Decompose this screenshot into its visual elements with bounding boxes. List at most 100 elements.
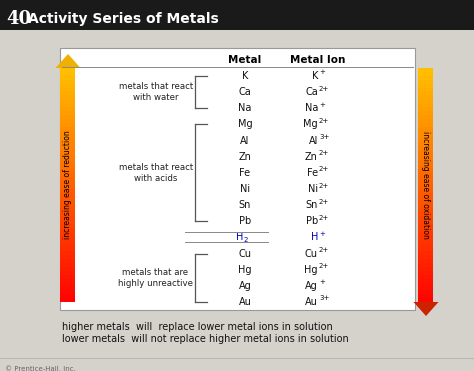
Bar — [61, 181, 75, 185]
Bar — [419, 115, 434, 119]
Text: Cu: Cu — [305, 249, 318, 259]
Bar — [61, 165, 75, 170]
Bar — [61, 122, 75, 127]
Bar — [419, 122, 434, 127]
Text: 2+: 2+ — [319, 263, 329, 269]
Text: 3+: 3+ — [319, 295, 329, 302]
Text: Sn: Sn — [306, 200, 318, 210]
Bar — [61, 220, 75, 224]
Text: Cu: Cu — [238, 249, 252, 259]
Bar — [419, 240, 434, 244]
Bar — [419, 158, 434, 162]
Bar — [419, 232, 434, 236]
Bar — [419, 170, 434, 174]
Text: lower metals  will not replace higher metal ions in solution: lower metals will not replace higher met… — [62, 334, 349, 344]
Bar — [419, 271, 434, 275]
Text: K: K — [242, 71, 248, 81]
Text: Ca: Ca — [238, 87, 251, 97]
Bar — [61, 88, 75, 92]
Bar — [419, 150, 434, 154]
Bar — [61, 298, 75, 302]
Bar — [419, 286, 434, 290]
Bar — [61, 91, 75, 96]
Text: K: K — [311, 71, 318, 81]
Bar — [419, 177, 434, 181]
Bar — [419, 267, 434, 271]
Text: Zn: Zn — [238, 152, 251, 162]
Bar — [61, 267, 75, 271]
Bar — [419, 181, 434, 185]
Bar — [61, 197, 75, 201]
Text: Au: Au — [238, 297, 251, 307]
Text: Fe: Fe — [239, 168, 251, 178]
Bar — [419, 209, 434, 213]
Text: 40: 40 — [6, 10, 31, 28]
Text: 2+: 2+ — [319, 247, 329, 253]
Bar — [61, 138, 75, 142]
Bar — [61, 127, 75, 131]
Bar — [61, 150, 75, 154]
Bar — [61, 224, 75, 228]
Text: Hg: Hg — [304, 265, 318, 275]
Bar — [61, 130, 75, 135]
Bar — [419, 83, 434, 88]
Text: Al: Al — [309, 135, 318, 145]
Bar — [419, 88, 434, 92]
Bar — [61, 240, 75, 244]
Bar — [419, 263, 434, 267]
Bar — [61, 134, 75, 138]
Text: Ag: Ag — [238, 281, 251, 291]
Text: Activity Series of Metals: Activity Series of Metals — [28, 12, 219, 26]
Bar — [419, 294, 434, 298]
Text: Ni: Ni — [308, 184, 318, 194]
Bar — [61, 72, 75, 76]
Bar — [61, 99, 75, 104]
Text: Metal: Metal — [228, 55, 262, 65]
Bar — [61, 282, 75, 287]
Text: Pb: Pb — [306, 216, 318, 226]
Bar — [419, 72, 434, 76]
Bar — [419, 185, 434, 189]
Bar — [419, 146, 434, 150]
Bar — [61, 111, 75, 115]
Text: Zn: Zn — [305, 152, 318, 162]
Bar — [61, 95, 75, 99]
Text: 2+: 2+ — [319, 198, 329, 205]
Bar — [419, 204, 434, 209]
Bar — [61, 290, 75, 295]
Bar — [61, 115, 75, 119]
Bar — [419, 228, 434, 232]
Text: Mg: Mg — [237, 119, 252, 129]
Bar — [419, 107, 434, 111]
Bar — [61, 158, 75, 162]
Bar — [61, 80, 75, 84]
Bar — [419, 275, 434, 279]
Bar — [419, 255, 434, 259]
Bar — [419, 68, 434, 72]
Text: Ag: Ag — [305, 281, 318, 291]
Bar — [419, 224, 434, 228]
Polygon shape — [55, 54, 81, 68]
Bar — [60, 48, 415, 310]
Text: metals that react
with acids: metals that react with acids — [119, 163, 193, 183]
Bar — [419, 162, 434, 166]
Bar — [61, 216, 75, 220]
Text: increasing ease of oxidation: increasing ease of oxidation — [421, 131, 430, 239]
Text: 3+: 3+ — [319, 134, 329, 140]
Bar — [61, 286, 75, 290]
Bar — [419, 251, 434, 256]
Text: H: H — [310, 232, 318, 242]
Bar — [419, 236, 434, 240]
Text: Sn: Sn — [239, 200, 251, 210]
Text: Au: Au — [305, 297, 318, 307]
Bar — [61, 177, 75, 181]
Text: Hg: Hg — [238, 265, 252, 275]
Bar — [419, 189, 434, 193]
Bar — [61, 279, 75, 283]
Bar — [419, 119, 434, 123]
Bar — [419, 103, 434, 107]
Text: increasing ease of reduction: increasing ease of reduction — [64, 131, 73, 239]
Bar — [419, 216, 434, 220]
Text: 2+: 2+ — [319, 118, 329, 124]
Bar — [61, 119, 75, 123]
